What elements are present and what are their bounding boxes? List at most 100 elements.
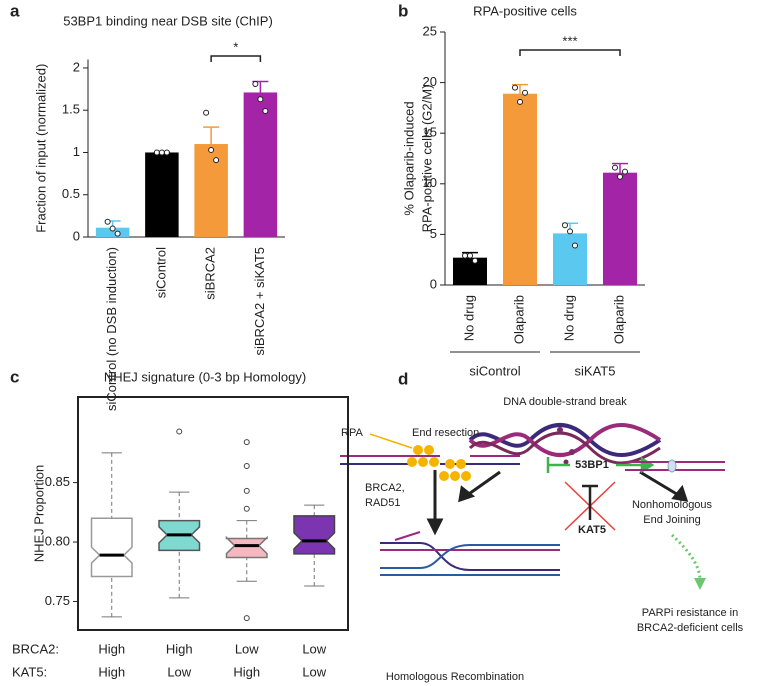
label: PARPi resistance in (642, 607, 738, 619)
bar (503, 93, 537, 286)
outlier (243, 615, 250, 622)
data-point (512, 84, 518, 91)
arrow-head (671, 484, 689, 502)
panel-label: a (10, 1, 20, 20)
significance-label: *** (562, 33, 577, 48)
x-tick-label: Olaparib (511, 295, 526, 344)
y-axis-label: RPA-positive cells (G2/M) (419, 85, 434, 233)
outlier (243, 439, 250, 446)
arrow (639, 470, 681, 498)
data-point (114, 230, 121, 237)
x-tick-label: No drug (561, 295, 576, 341)
data-point (562, 222, 568, 229)
y-axis-label: NHEJ Proportion (31, 465, 46, 563)
panel-label: c (10, 367, 19, 386)
label: RPA (341, 427, 363, 439)
y-tick-label: 1 (73, 144, 80, 159)
x-tick-label: siControl (153, 247, 168, 298)
dna-helix (468, 423, 662, 465)
plot-frame (77, 396, 349, 631)
x-tick-label: siBRCA2 + siKAT5 (252, 247, 267, 356)
group-label: siKAT5 (575, 363, 616, 378)
data-point (153, 149, 160, 156)
bar (145, 152, 179, 237)
arrow-head (426, 518, 444, 536)
y-axis-label: Fraction of input (normalized) (33, 64, 48, 233)
data-point (104, 218, 111, 225)
data-point (163, 149, 170, 156)
factor-name: KAT5: (12, 664, 47, 679)
data-point (622, 168, 628, 175)
arrow-head (458, 485, 476, 503)
factor-name: BRCA2: (12, 641, 59, 656)
data-point (262, 108, 269, 115)
box (225, 535, 268, 559)
hr-dna (380, 531, 560, 576)
data-point (612, 164, 618, 171)
y-tick-label: 1.5 (62, 102, 80, 117)
chart-title: RPA-positive cells (473, 3, 577, 18)
panel-label: b (398, 1, 408, 20)
y-tick-label: 2 (73, 59, 80, 74)
data-point (252, 81, 259, 88)
y-tick-label: 25 (423, 23, 437, 38)
y-tick-label: 20 (423, 74, 437, 89)
y-tick-label: 0.80 (45, 533, 70, 548)
arrow (670, 533, 702, 581)
fragment (563, 459, 569, 465)
data-point (517, 98, 523, 105)
y-axis-label: % Olaparib-induced (401, 101, 416, 215)
x-tick-label: siControl (no DSB induction) (104, 247, 119, 411)
data-point (617, 173, 623, 180)
data-point (257, 96, 264, 103)
data-point (109, 225, 116, 232)
factor-level: Low (167, 664, 191, 679)
label: 53BP1 (575, 459, 609, 471)
significance-bracket (519, 49, 621, 56)
y-tick-label: 0.75 (45, 593, 70, 608)
data-point (572, 242, 578, 249)
group-label: siControl (469, 363, 520, 378)
y-tick-label: 10 (423, 175, 437, 190)
y-tick-label: 0.5 (62, 186, 80, 201)
x-tick-label: Olaparib (611, 295, 626, 344)
rpa-proteins (407, 445, 471, 481)
x-tick-label: siBRCA2 (203, 247, 218, 300)
significance-label: * (233, 39, 238, 54)
data-point (462, 252, 468, 259)
label: BRCA2-deficient cells (637, 622, 744, 634)
factor-level: High (166, 641, 193, 656)
arrow (465, 470, 501, 498)
data-point (203, 109, 210, 116)
label: End resection (412, 427, 479, 439)
data-point (158, 149, 165, 156)
resected-dna (340, 445, 520, 481)
strand (468, 423, 662, 457)
factor-level: High (233, 664, 260, 679)
box (293, 515, 336, 555)
nhej-dna (625, 459, 725, 473)
outlier (243, 462, 250, 469)
outlier (243, 487, 250, 494)
strand (468, 431, 661, 465)
factor-level: Low (302, 664, 326, 679)
label: BRCA2, (365, 482, 405, 494)
box (90, 517, 133, 578)
fragment (569, 449, 575, 455)
panel-label: d (398, 369, 408, 388)
factor-level: Low (302, 641, 326, 656)
outlier (243, 505, 250, 512)
data-point (567, 228, 573, 235)
factor-level: High (98, 641, 125, 656)
data-point (213, 157, 220, 164)
pointer (369, 433, 413, 449)
diagram: d DNA double-strand break RPA End resect… (340, 369, 744, 683)
label: Homologous Recombination (386, 671, 524, 683)
y-tick-label: 5 (430, 226, 437, 241)
strand (468, 423, 662, 457)
y-tick-label: 0 (73, 228, 80, 243)
x-tick-label: No drug (461, 295, 476, 341)
y-tick-label: 15 (423, 125, 437, 140)
outlier (176, 428, 183, 435)
